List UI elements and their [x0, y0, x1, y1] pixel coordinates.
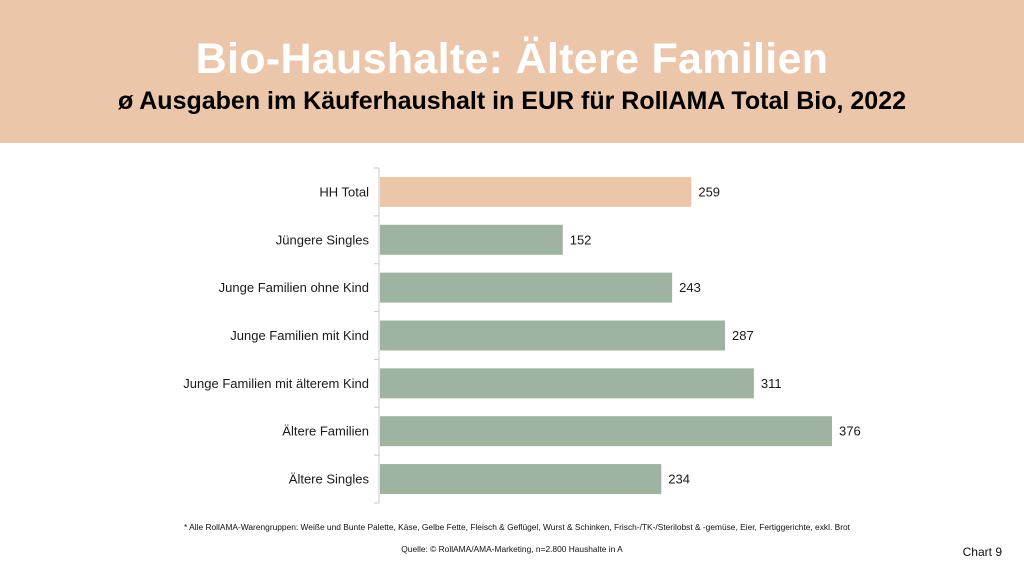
value-label: 234 — [668, 472, 690, 487]
category-label: Junge Familien ohne Kind — [219, 280, 369, 295]
footnote: * Alle RollAMA-Warengruppen: Weiße und B… — [184, 522, 850, 532]
bar-4 — [380, 320, 726, 351]
value-label: 287 — [732, 328, 754, 343]
value-label: 259 — [698, 184, 720, 199]
category-label: Jüngere Singles — [276, 232, 370, 247]
header-band: Bio-Haushalte: Ältere Familien ø Ausgabe… — [0, 0, 1024, 143]
category-label: Ältere Singles — [289, 472, 370, 487]
category-label: Junge Familien mit älterem Kind — [183, 376, 369, 391]
category-label: HH Total — [319, 184, 369, 199]
page-title: Bio-Haushalte: Ältere Familien — [195, 35, 829, 83]
value-label: 243 — [679, 280, 701, 295]
bar-1 — [380, 176, 692, 207]
bar-2 — [380, 224, 563, 255]
value-label: 376 — [839, 424, 861, 439]
page-subtitle: ø Ausgaben im Käuferhaushalt in EUR für … — [117, 87, 907, 115]
bar-3 — [380, 272, 673, 303]
category-label: Ältere Familien — [282, 424, 369, 439]
chart-number: Chart 9 — [962, 545, 1002, 559]
category-label: Junge Familien mit Kind — [230, 328, 369, 343]
source-note: Quelle: © RollAMA/AMA-Marketing, n=2.800… — [401, 544, 623, 554]
value-label: 152 — [570, 232, 592, 247]
bar-7 — [380, 464, 662, 495]
bar-5 — [380, 368, 754, 399]
chart-plot-area: HH Total 259 Jüngere Singles 152 Junge Famil… — [183, 167, 861, 504]
value-label: 311 — [761, 376, 782, 391]
bar-6 — [380, 416, 832, 447]
